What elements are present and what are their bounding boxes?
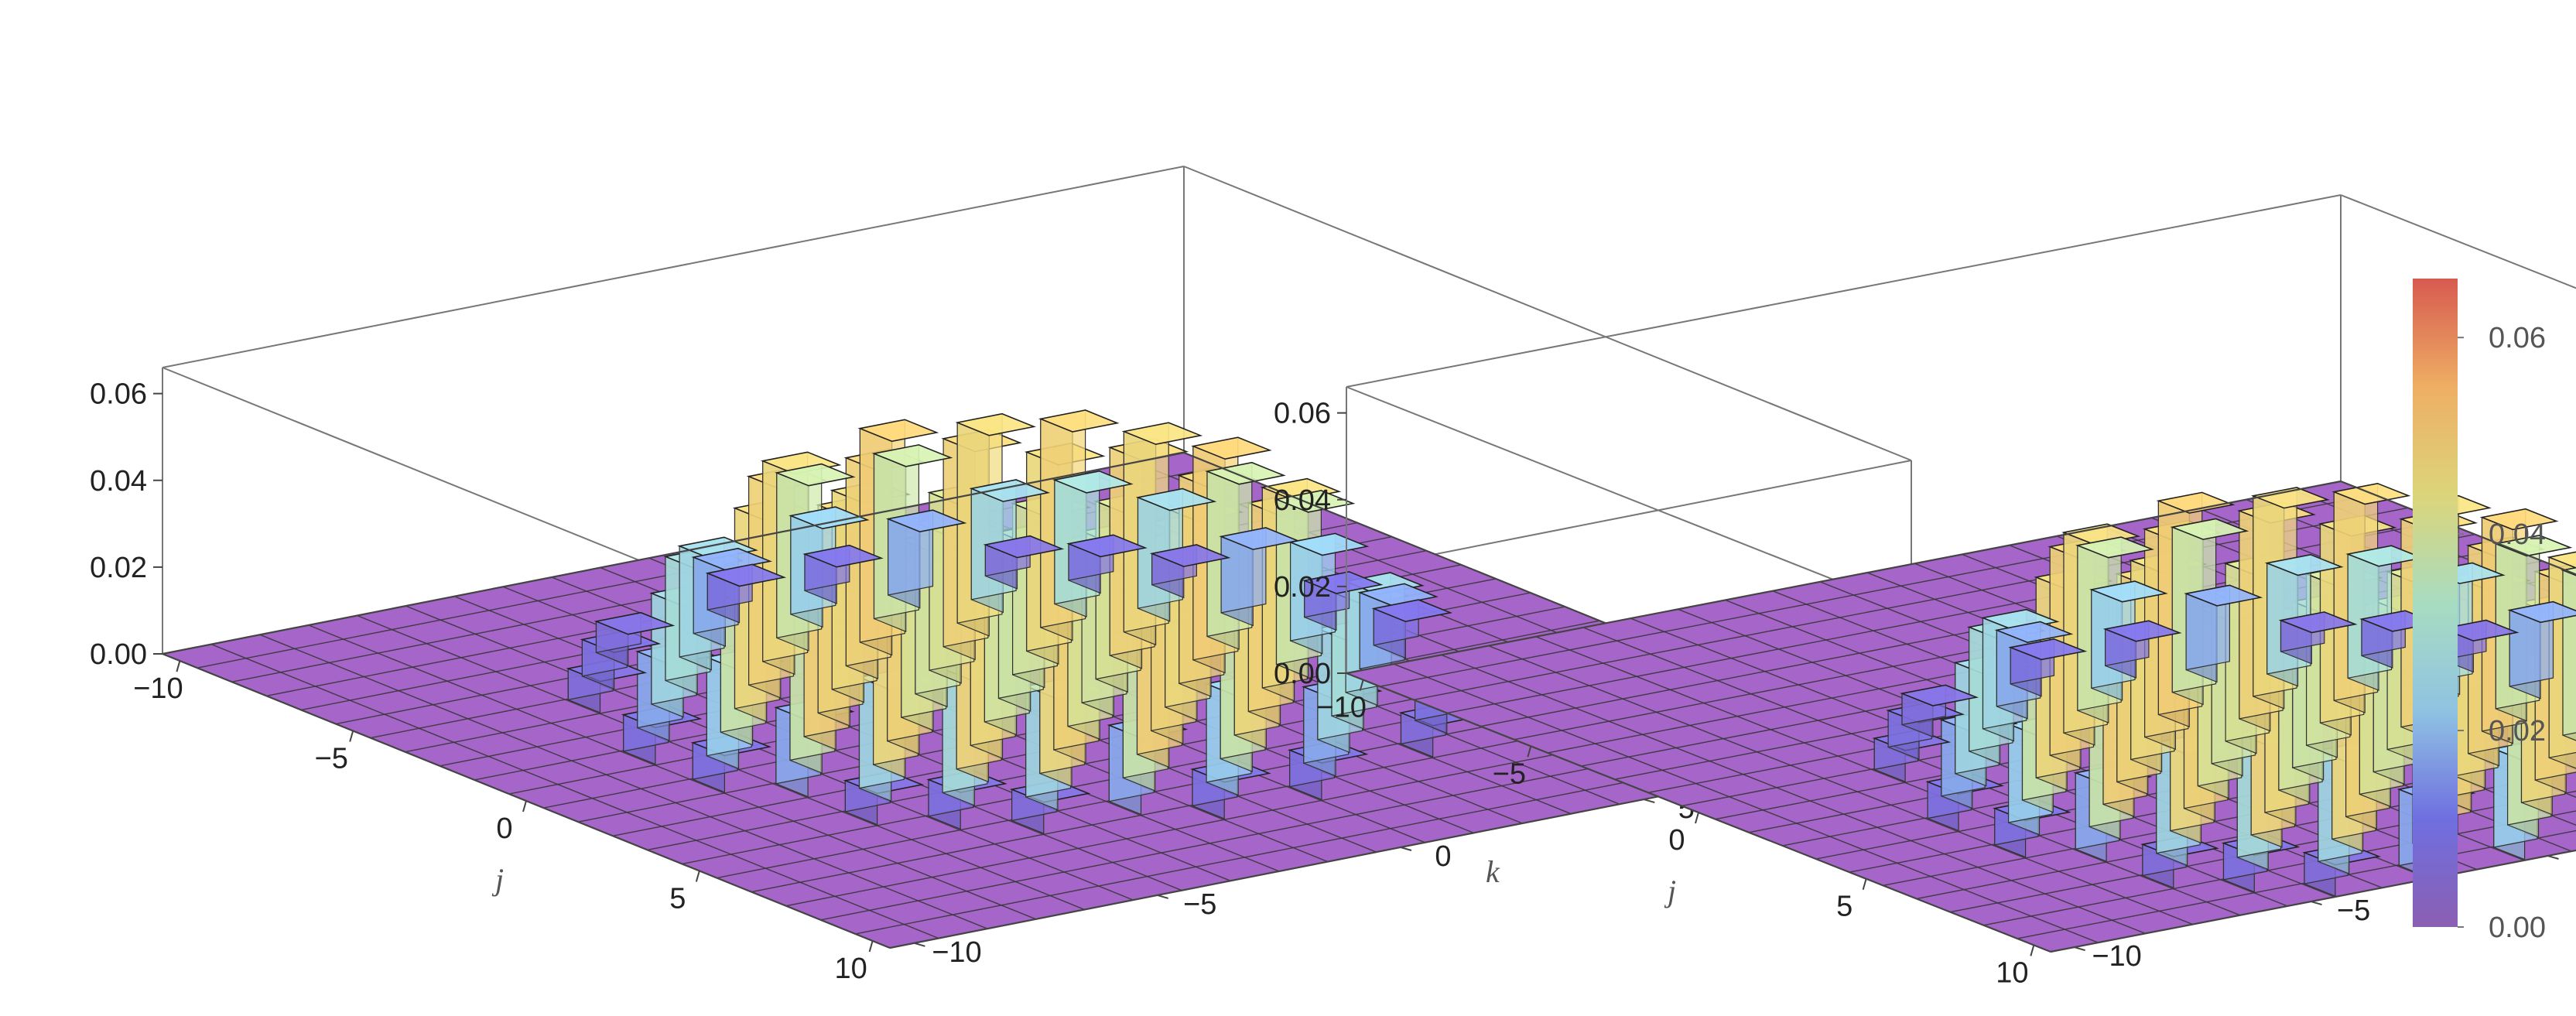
colorbar-tick-label: 0.02 <box>2489 715 2546 747</box>
z-axis: 0.00 0.02 0.04 0.06 <box>1274 398 1346 690</box>
j-tick-label: 0 <box>496 812 512 845</box>
k-tick-label: −10 <box>2092 940 2141 973</box>
colorbar-tick-label: 0.00 <box>2489 912 2546 944</box>
bar <box>1219 527 1300 627</box>
j-tick-label: 10 <box>834 953 867 985</box>
j-axis: −10 −5 0 5 10 j <box>133 660 874 985</box>
j-tick-label: 0 <box>1668 824 1685 857</box>
bar <box>1066 534 1148 594</box>
bar <box>594 611 676 666</box>
bar <box>1900 684 1979 738</box>
bar <box>1371 599 1453 659</box>
j-axis: −10 −5 0 5 10 j <box>1316 679 2035 989</box>
z-axis: 0.00 0.02 0.04 0.06 <box>90 378 162 671</box>
j-tick-label: −5 <box>1493 758 1526 790</box>
bar <box>2278 611 2358 665</box>
bar <box>705 563 787 624</box>
colorbar-tick-label: 0.04 <box>2489 518 2546 551</box>
z-tick-label: 0.00 <box>1274 658 1331 690</box>
j-tick-label: 10 <box>1996 956 2028 989</box>
z-tick-label: 0.02 <box>1274 571 1331 604</box>
bar <box>1149 544 1231 599</box>
bar <box>983 535 1065 590</box>
bar <box>2561 566 2576 741</box>
j-tick-label: 5 <box>669 882 686 915</box>
bar <box>885 509 967 609</box>
z-tick-label: 0.00 <box>90 638 147 671</box>
k-tick-label: 0 <box>1435 840 1451 873</box>
z-tick-label: 0.02 <box>90 552 147 584</box>
colorbar-tick-label: 0.06 <box>2489 322 2546 354</box>
z-tick-label: 0.04 <box>90 465 147 498</box>
z-tick-label: 0.06 <box>90 378 147 411</box>
k-axis-label: k <box>1486 854 1500 889</box>
bar <box>2102 620 2182 679</box>
colorbar-gradient <box>2413 279 2458 927</box>
colorbar-legend: 0.00 0.02 0.04 0.06 <box>2413 279 2546 944</box>
bar <box>1302 571 1384 631</box>
k-axis: −10−50510k <box>2074 855 2559 973</box>
j-tick-label: 5 <box>1836 891 1852 923</box>
j-tick-label: −5 <box>315 743 348 775</box>
bar <box>2008 638 2088 697</box>
z-tick-label: 0.06 <box>1274 398 1331 430</box>
bar <box>969 479 1051 614</box>
bar <box>2184 584 2263 683</box>
k-tick-label: −5 <box>1183 888 1216 921</box>
bar <box>802 544 884 604</box>
j-tick-label: −10 <box>1316 692 1366 724</box>
z-tick-label: 0.04 <box>1274 484 1331 517</box>
j-tick-label: −10 <box>133 672 183 705</box>
k-tick-label: −5 <box>2337 895 2370 927</box>
bars <box>566 409 1508 834</box>
j-axis-label: j <box>491 862 504 897</box>
k-tick-label: −10 <box>932 936 981 969</box>
j-axis-label: j <box>1664 874 1676 908</box>
